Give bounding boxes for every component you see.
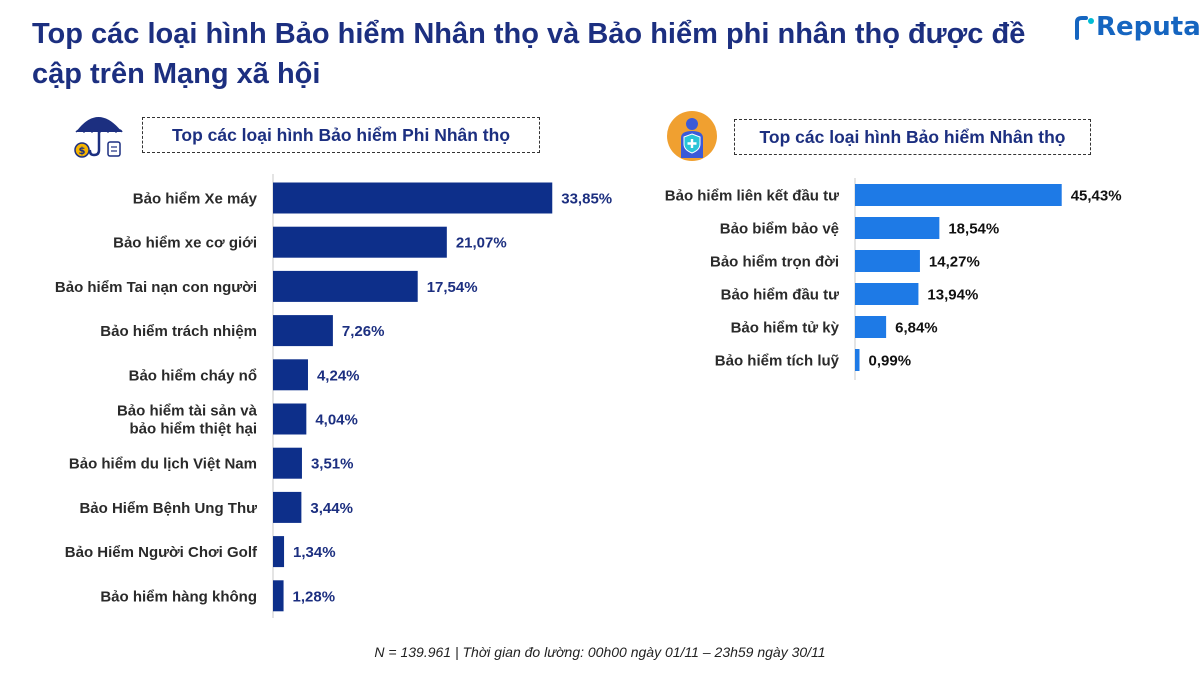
life-bar [855,283,919,305]
life-category-label: Bảo hiểm đầu tư [721,287,840,304]
footnote: N = 139.961 | Thời gian đo lường: 00h00 … [374,644,826,660]
non-life-category-label: bảo hiểm thiệt hại [129,421,257,438]
non-life-category-label: Bảo hiểm xe cơ giới [113,235,257,252]
non-life-data-label: 3,44% [310,500,353,517]
life-category-label: Bảo biểm bảo vệ [720,221,839,238]
non-life-category-label: Bảo hiểm tài sản và [117,403,258,420]
non-life-bar [273,403,307,435]
non-life-bar [273,270,418,302]
non-life-data-label: 4,24% [317,367,360,384]
life-bar [855,316,887,338]
life-data-label: 18,54% [948,221,999,238]
life-bar [855,184,1062,206]
non-life-bar [273,491,302,523]
life-data-label: 45,43% [1071,188,1122,205]
non-life-category-label: Bảo Hiểm Bệnh Ung Thư [79,500,257,517]
person-shield-icon [667,111,717,161]
life-data-label: 14,27% [929,254,980,271]
non-life-data-label: 17,54% [427,279,478,296]
non-life-category-label: Bảo hiểm Xe máy [133,191,258,208]
non-life-data-label: 4,04% [315,412,358,429]
non-life-data-label: 7,26% [342,323,385,340]
non-life-category-label: Bảo hiểm du lịch Việt Nam [69,456,257,473]
life-data-label: 0,99% [869,353,912,370]
non-life-category-label: Bảo hiểm cháy nổ [129,367,257,384]
life-data-label: 13,94% [927,287,978,304]
non-life-data-label: 1,34% [293,544,336,561]
non-life-data-label: 21,07% [456,235,507,252]
non-life-data-label: 3,51% [311,456,354,473]
life-bar [855,217,940,239]
life-category-label: Bảo hiểm liên kết đầu tư [665,188,839,205]
non-life-bar [273,580,284,612]
life-chart-title: Top các loại hình Bảo hiểm Nhân thọ [734,119,1091,155]
non-life-chart-title: Top các loại hình Bảo hiểm Phi Nhân thọ [142,117,540,153]
life-data-label: 6,84% [895,320,938,337]
non-life-category-label: Bảo hiểm trách nhiệm [100,323,257,340]
life-bar [855,349,860,371]
non-life-bar [273,359,308,391]
non-life-bar [273,447,302,479]
non-life-bar [273,315,333,347]
life-bar [855,250,920,272]
life-category-label: Bảo hiểm tích luỹ [715,353,840,370]
life-category-label: Bảo hiểm tử kỳ [731,320,840,337]
non-life-category-label: Bảo hiểm Tai nạn con người [55,279,257,296]
non-life-data-label: 1,28% [293,588,336,605]
reputa-logo-icon [1075,16,1094,40]
non-life-bar [273,182,553,214]
brand-name: Reputa [1096,12,1200,42]
page-title: Top các loại hình Bảo hiểm Nhân thọ và B… [32,18,1026,90]
non-life-bar [273,536,285,568]
non-life-category-label: Bảo Hiểm Người Chơi Golf [65,544,258,561]
life-category-label: Bảo hiểm trọn đời [710,254,839,271]
non-life-data-label: 33,85% [561,191,612,208]
non-life-category-label: Bảo hiểm hàng không [100,588,257,605]
umbrella-money-icon: $ [74,117,123,158]
svg-text:$: $ [79,146,86,157]
non-life-bar [273,226,447,258]
